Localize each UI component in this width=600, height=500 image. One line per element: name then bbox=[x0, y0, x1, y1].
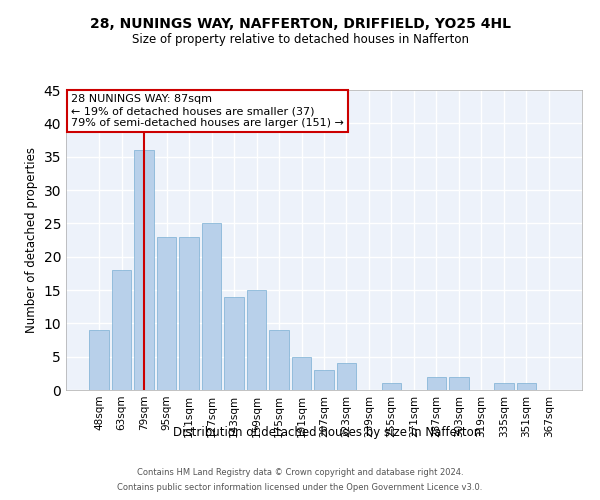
Bar bbox=[89, 330, 109, 390]
Bar bbox=[292, 356, 311, 390]
Bar bbox=[269, 330, 289, 390]
Bar bbox=[112, 270, 131, 390]
Bar bbox=[247, 290, 266, 390]
Bar bbox=[382, 384, 401, 390]
Text: Distribution of detached houses by size in Nafferton: Distribution of detached houses by size … bbox=[173, 426, 481, 439]
Text: Contains public sector information licensed under the Open Government Licence v3: Contains public sector information licen… bbox=[118, 483, 482, 492]
Bar bbox=[157, 236, 176, 390]
Bar bbox=[202, 224, 221, 390]
Text: 28 NUNINGS WAY: 87sqm
← 19% of detached houses are smaller (37)
79% of semi-deta: 28 NUNINGS WAY: 87sqm ← 19% of detached … bbox=[71, 94, 344, 128]
Text: Contains HM Land Registry data © Crown copyright and database right 2024.: Contains HM Land Registry data © Crown c… bbox=[137, 468, 463, 477]
Bar bbox=[517, 384, 536, 390]
Bar bbox=[179, 236, 199, 390]
Bar bbox=[494, 384, 514, 390]
Y-axis label: Number of detached properties: Number of detached properties bbox=[25, 147, 38, 333]
Bar bbox=[427, 376, 446, 390]
Bar bbox=[134, 150, 154, 390]
Text: Size of property relative to detached houses in Nafferton: Size of property relative to detached ho… bbox=[131, 32, 469, 46]
Bar bbox=[314, 370, 334, 390]
Text: 28, NUNINGS WAY, NAFFERTON, DRIFFIELD, YO25 4HL: 28, NUNINGS WAY, NAFFERTON, DRIFFIELD, Y… bbox=[89, 18, 511, 32]
Bar bbox=[449, 376, 469, 390]
Bar bbox=[337, 364, 356, 390]
Bar bbox=[224, 296, 244, 390]
